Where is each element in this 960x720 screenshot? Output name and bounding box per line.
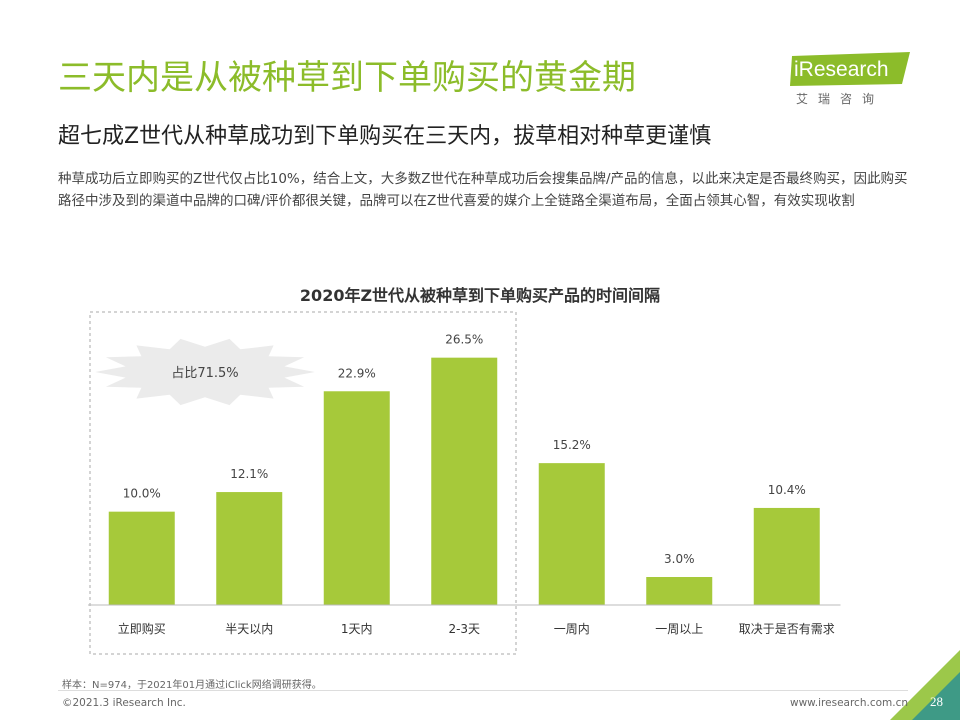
chart-title: 2020年Z世代从被种草到下单购买产品的时间间隔 xyxy=(299,286,661,305)
highlight-region: 占比71.5% xyxy=(89,311,517,655)
sample-footnote: 样本：N=974，于2021年01月通过iClick网络调研获得。 xyxy=(62,680,322,691)
category-label-5: 一周以上 xyxy=(655,622,703,636)
category-label-3: 2-3天 xyxy=(448,622,480,636)
bar-6 xyxy=(753,507,820,605)
footer-divider xyxy=(58,690,908,691)
x-axis: 立即购买 半天以内 1天内 2-3天 一周内 一周以上 取决于是否有需求 xyxy=(88,604,841,636)
category-label-6: 取决于是否有需求 xyxy=(739,622,835,636)
highlight-dashed-box xyxy=(89,311,517,655)
value-label-1: 12.1% xyxy=(230,467,268,481)
page-description: 种草成功后立即购买的Z世代仅占比10%，结合上文，大多数Z世代在种草成功后会搜集… xyxy=(58,171,908,209)
bars-group: 10.0% 12.1% 22.9% 26.5% 15.2% 3.0% 10.4% xyxy=(108,333,820,605)
logo-text: iResearch xyxy=(794,58,889,81)
corner-decoration xyxy=(890,650,960,720)
value-label-4: 15.2% xyxy=(553,438,591,452)
page-number: 28 xyxy=(930,694,943,709)
bar-4 xyxy=(538,463,605,605)
page-title: 三天内是从被种草到下单购买的黄金期 xyxy=(58,58,636,98)
bar-1 xyxy=(216,492,283,605)
page-subtitle: 超七成Z世代从种草成功到下单购买在三天内，拔草相对种草更谨慎 xyxy=(58,124,712,149)
value-label-3: 26.5% xyxy=(445,333,483,347)
bar-2 xyxy=(323,391,390,605)
corner-dark-triangle xyxy=(912,672,960,720)
value-label-5: 3.0% xyxy=(664,552,695,566)
starburst-callout xyxy=(95,338,315,406)
value-label-6: 10.4% xyxy=(768,483,806,497)
value-label-0: 10.0% xyxy=(123,487,161,501)
bar-0 xyxy=(108,511,175,605)
category-label-1: 半天以内 xyxy=(225,622,273,636)
highlight-label: 占比71.5% xyxy=(171,366,238,381)
value-label-2: 22.9% xyxy=(338,366,376,380)
website-link[interactable]: www.iresearch.com.cn xyxy=(790,697,909,709)
iresearch-logo: iResearch 艾瑞咨询 xyxy=(790,50,920,110)
bar-5 xyxy=(646,577,713,605)
logo-chinese-text: 艾瑞咨询 xyxy=(796,92,885,106)
category-label-0: 立即购买 xyxy=(118,621,166,636)
copyright-text: ©2021.3 iResearch Inc. xyxy=(62,697,186,709)
bar-3 xyxy=(431,357,498,605)
logo-badge-shape xyxy=(790,52,910,86)
category-label-2: 1天内 xyxy=(341,622,373,636)
category-label-4: 一周内 xyxy=(554,622,590,636)
